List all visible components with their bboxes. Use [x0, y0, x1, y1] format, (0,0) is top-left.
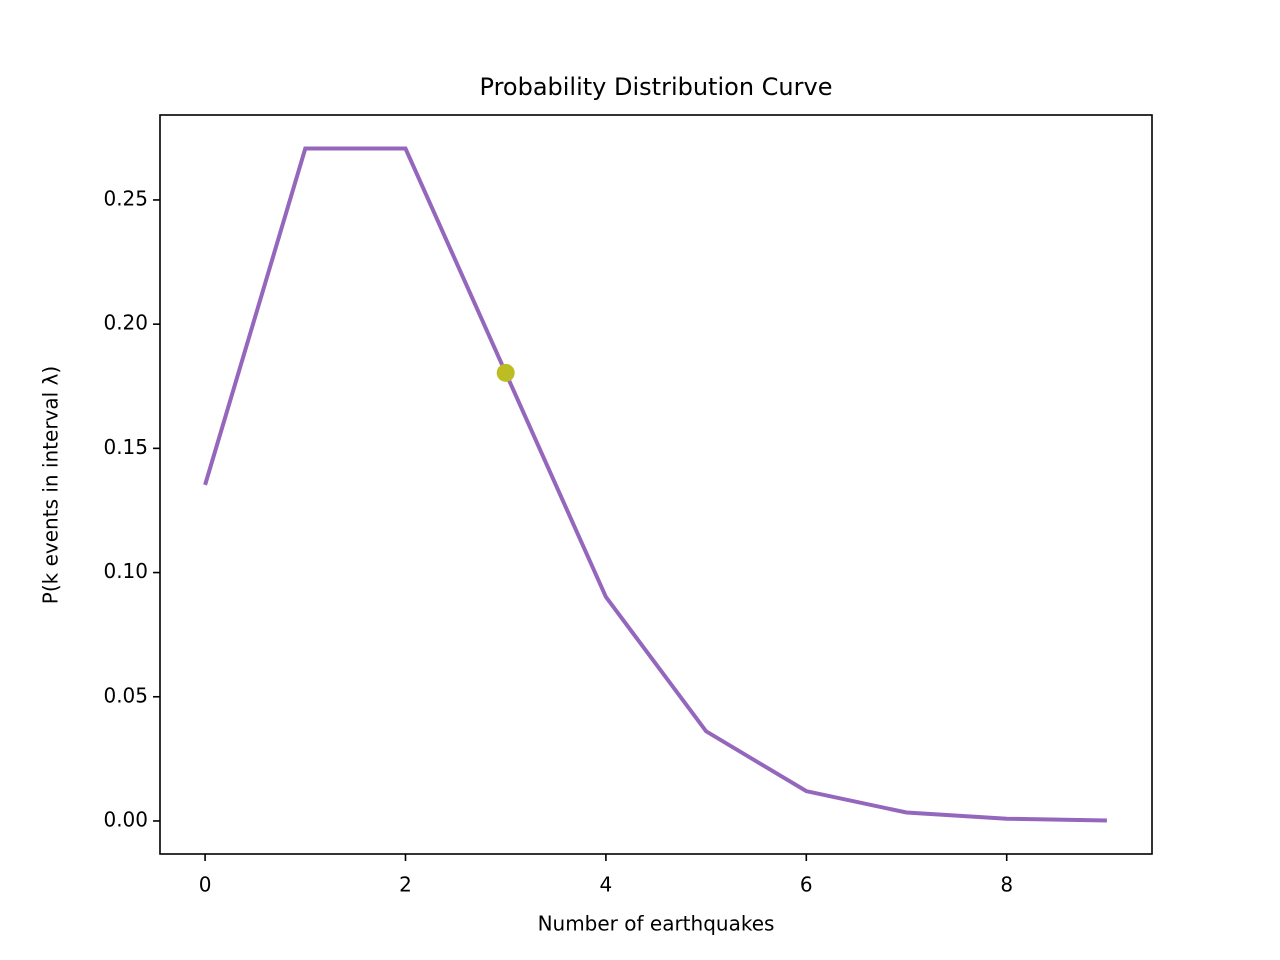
y-tick-label: 0.10 — [103, 559, 148, 583]
x-tick-label: 2 — [399, 873, 412, 897]
x-tick-label: 8 — [1000, 873, 1013, 897]
data-line — [203, 146, 1107, 823]
x-tick-label: 0 — [199, 873, 212, 897]
x-tick-label: 6 — [800, 873, 813, 897]
y-tick-label: 0.15 — [103, 435, 148, 459]
y-tick-label: 0.25 — [103, 186, 148, 210]
x-tick-label: 4 — [600, 873, 613, 897]
plot-frame — [159, 114, 1153, 855]
y-tick-label: 0.05 — [103, 683, 148, 707]
highlight-point — [496, 363, 515, 382]
y-tick-label: 0.20 — [103, 311, 148, 335]
x-axis-label: Number of earthquakes — [538, 912, 775, 936]
chart-title: Probability Distribution Curve — [480, 73, 833, 101]
y-tick-label: 0.00 — [103, 807, 148, 831]
y-axis-label: P(k events in interval λ) — [39, 366, 63, 604]
